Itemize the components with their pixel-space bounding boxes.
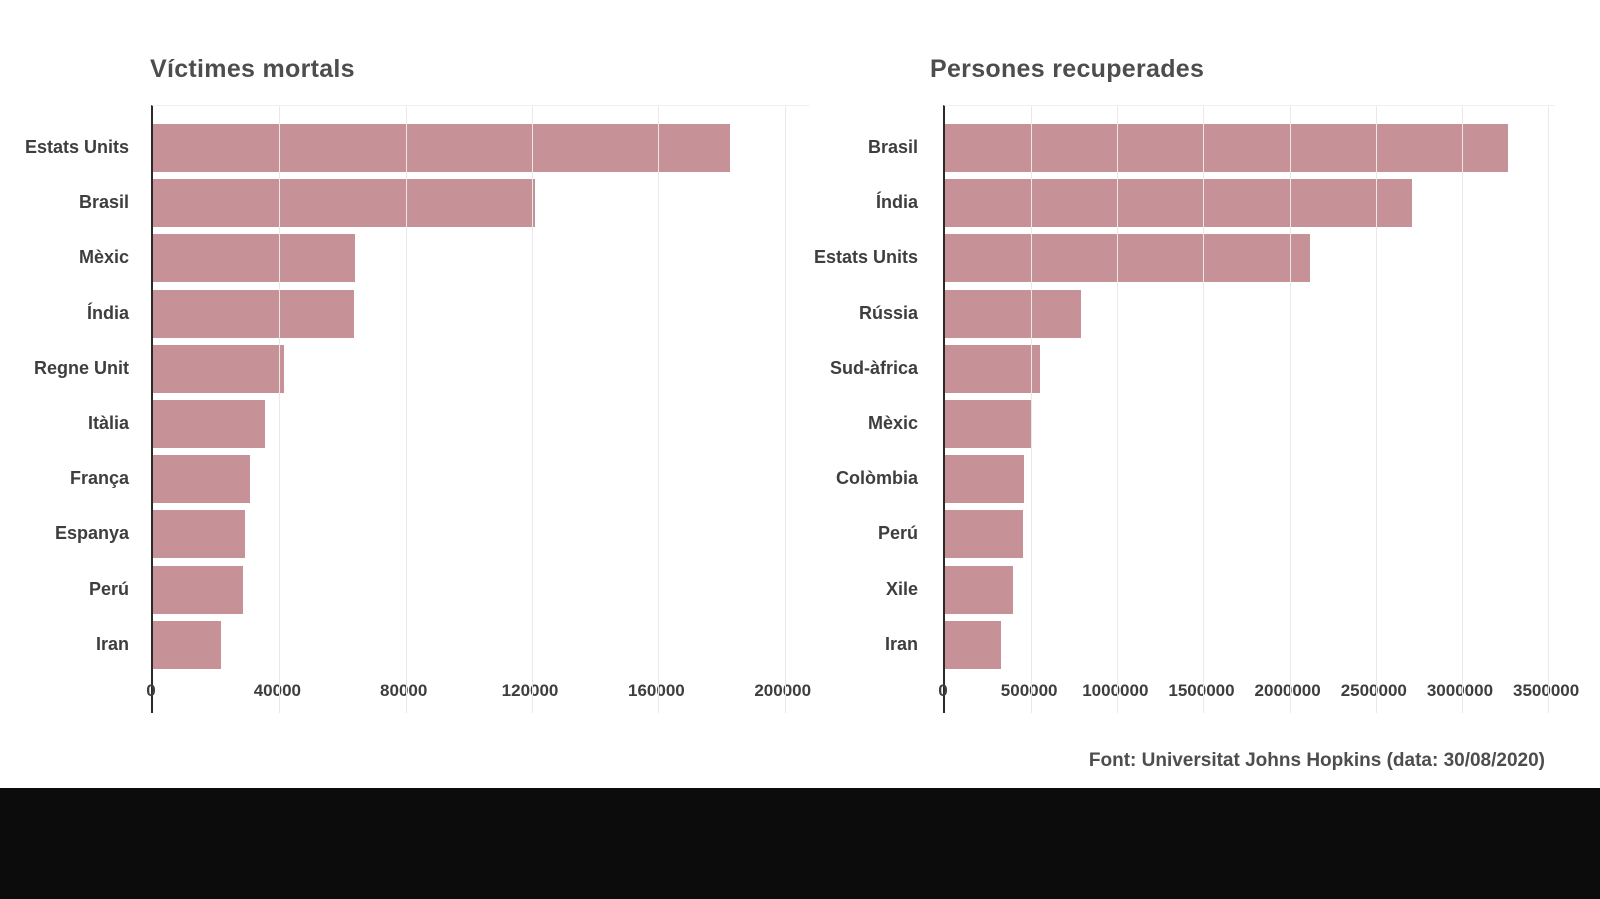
bar xyxy=(945,344,1040,393)
category-label: Perú xyxy=(877,523,918,544)
bar xyxy=(945,234,1311,283)
bar xyxy=(945,400,1033,448)
x-axis-ticks: 0 40000 80000 120000 160000 200000 xyxy=(146,676,812,706)
category-labels: Estats Units Brasil Mèxic Índia Regne Unit It… xyxy=(0,105,139,712)
category-label: Índia xyxy=(86,302,129,323)
bar xyxy=(153,344,285,393)
bar xyxy=(153,620,222,669)
category-label: Iran xyxy=(884,633,918,654)
chart-title: Víctimes mortals xyxy=(150,55,355,83)
bar xyxy=(945,455,1025,504)
x-tick-label: 500000 xyxy=(1000,681,1058,700)
bar-row xyxy=(945,289,1555,338)
x-tick-label: 3500000 xyxy=(1513,681,1580,700)
gridline xyxy=(1203,106,1205,713)
gridline xyxy=(532,106,534,713)
x-tick-label: 2500000 xyxy=(1340,681,1407,700)
bar-row xyxy=(945,344,1555,393)
bar-row xyxy=(153,565,810,614)
bar xyxy=(153,565,244,614)
bar-row xyxy=(945,510,1555,559)
x-tick-label: 160000 xyxy=(628,681,685,700)
bar-row xyxy=(945,179,1555,228)
bar xyxy=(945,510,1023,559)
category-label: Rússia xyxy=(858,302,918,323)
x-tick-label: 120000 xyxy=(501,681,559,700)
category-label: Índia xyxy=(875,192,918,213)
gridline xyxy=(1461,106,1463,713)
bar-row xyxy=(945,400,1555,448)
x-tick-label: 3000000 xyxy=(1426,681,1494,700)
gridline xyxy=(1117,106,1119,713)
plot-area xyxy=(151,105,810,713)
source-note: Font: Universitat Johns Hopkins (data: 3… xyxy=(1088,750,1545,771)
gridline xyxy=(279,106,281,713)
x-tick-label: 1000000 xyxy=(1082,681,1149,700)
bar-row xyxy=(153,400,810,448)
gridline xyxy=(1548,106,1550,713)
bar-row xyxy=(153,620,810,669)
bar xyxy=(153,510,245,559)
bar-row xyxy=(153,124,810,172)
plot-area xyxy=(943,105,1555,713)
bar-row xyxy=(945,124,1555,172)
category-label: Sud-àfrica xyxy=(829,357,918,378)
x-tick-label: 0 xyxy=(146,681,156,700)
bar xyxy=(153,455,250,504)
category-label: Estats Units xyxy=(24,137,129,157)
x-tick-label: 80000 xyxy=(380,681,428,700)
bar-row xyxy=(153,510,810,559)
category-label: França xyxy=(69,468,129,489)
x-tick-label: 40000 xyxy=(253,681,301,700)
gridline xyxy=(658,106,660,713)
bar xyxy=(153,234,355,283)
bar-row xyxy=(153,455,810,504)
gridline xyxy=(1289,106,1291,713)
brand-bar: à NTC @apuntnoticies | apuntmedia.es xyxy=(0,788,1600,899)
bar-row xyxy=(153,179,810,228)
category-label: Itàlia xyxy=(87,413,129,433)
bar xyxy=(945,565,1014,614)
bar xyxy=(153,400,266,448)
category-labels: Brasil Índia Estats Units Rússia Sud-àfrica M… xyxy=(750,105,928,712)
category-label: Brasil xyxy=(867,137,918,157)
x-tick-label: 2000000 xyxy=(1254,681,1321,700)
gridline xyxy=(1031,106,1033,713)
gridline xyxy=(1375,106,1377,713)
bar xyxy=(153,289,354,338)
x-axis-ticks: 0 500000 1000000 1500000 2000000 2500000 30000… xyxy=(938,676,1579,706)
bar-row xyxy=(945,620,1555,669)
x-tick-label: 0 xyxy=(938,681,948,700)
category-label: Colòmbia xyxy=(835,468,918,489)
bar xyxy=(945,179,1412,228)
category-label: Brasil xyxy=(78,192,129,213)
bar-row xyxy=(153,289,810,338)
category-label: Mèxic xyxy=(867,413,918,433)
category-label: Iran xyxy=(95,633,129,654)
category-label: Xile xyxy=(885,578,918,599)
gridline xyxy=(405,106,407,713)
bar-row xyxy=(153,234,810,283)
bar-row xyxy=(945,234,1555,283)
bar-row xyxy=(153,344,810,393)
bar xyxy=(945,620,1001,669)
category-label: Mèxic xyxy=(78,247,129,268)
bar-row xyxy=(945,455,1555,504)
category-label: Perú xyxy=(88,578,129,599)
x-tick-label: 200000 xyxy=(754,681,812,700)
bar xyxy=(153,124,731,172)
x-tick-label: 1500000 xyxy=(1168,681,1235,700)
category-label: Regne Unit xyxy=(33,357,129,378)
chart-title: Persones recuperades xyxy=(930,55,1205,83)
bar xyxy=(945,124,1509,172)
gridline xyxy=(784,106,786,713)
bar-row xyxy=(945,565,1555,614)
bar xyxy=(945,289,1082,338)
bar xyxy=(153,179,535,228)
category-label: Estats Units xyxy=(813,247,918,268)
category-label: Espanya xyxy=(54,523,129,544)
